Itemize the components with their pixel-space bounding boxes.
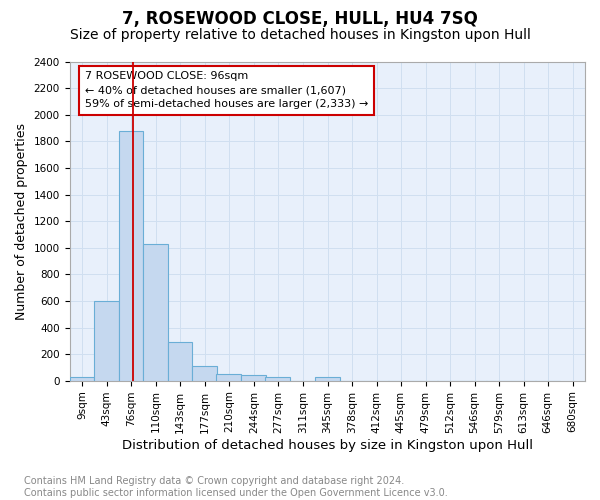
Bar [241,376,266,380]
Y-axis label: Number of detached properties: Number of detached properties [15,122,28,320]
Bar [94,301,119,380]
Bar [70,378,94,380]
Bar [217,374,241,380]
X-axis label: Distribution of detached houses by size in Kingston upon Hull: Distribution of detached houses by size … [122,440,533,452]
Bar [167,342,193,380]
Text: 7 ROSEWOOD CLOSE: 96sqm
← 40% of detached houses are smaller (1,607)
59% of semi: 7 ROSEWOOD CLOSE: 96sqm ← 40% of detache… [85,71,368,109]
Bar [193,366,217,380]
Bar [315,378,340,380]
Bar [265,378,290,380]
Bar [143,244,168,380]
Text: Contains HM Land Registry data © Crown copyright and database right 2024.
Contai: Contains HM Land Registry data © Crown c… [24,476,448,498]
Text: Size of property relative to detached houses in Kingston upon Hull: Size of property relative to detached ho… [70,28,530,42]
Bar [119,130,143,380]
Text: 7, ROSEWOOD CLOSE, HULL, HU4 7SQ: 7, ROSEWOOD CLOSE, HULL, HU4 7SQ [122,10,478,28]
